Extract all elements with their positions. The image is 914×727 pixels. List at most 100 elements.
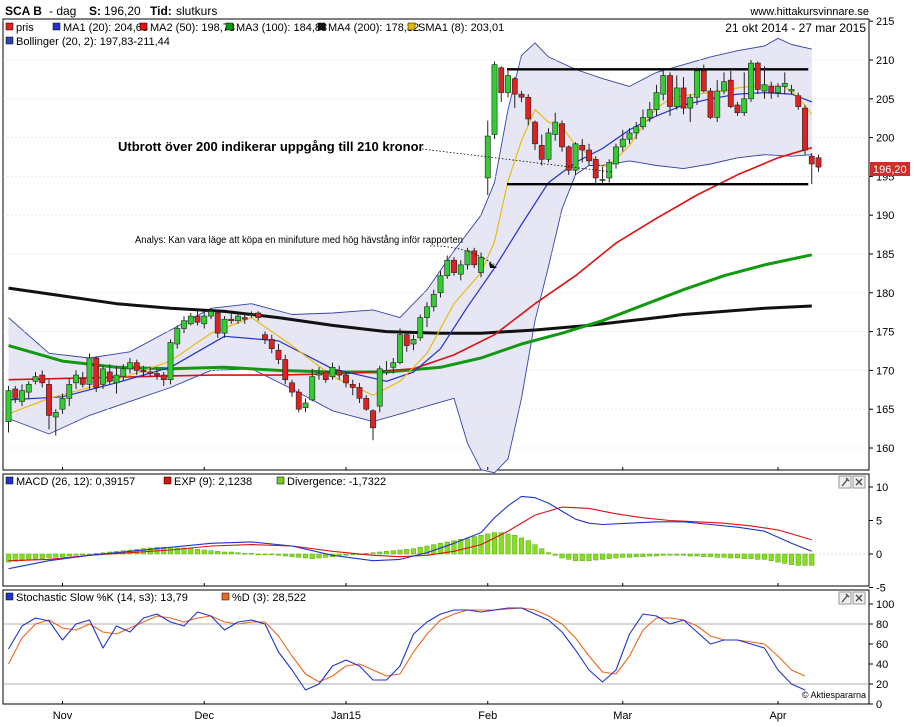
legend-label: MA3 (100): 184,88 bbox=[236, 22, 327, 34]
candle-body bbox=[282, 359, 289, 381]
stoch-y-tick-label: 20 bbox=[876, 679, 888, 691]
candle-body bbox=[262, 334, 268, 340]
candle-body bbox=[781, 82, 788, 87]
stoch-k-line bbox=[8, 607, 806, 691]
stoch-settings-button[interactable] bbox=[838, 591, 852, 605]
legend-swatch bbox=[5, 592, 14, 601]
candle-body bbox=[741, 98, 748, 114]
divergence-bar bbox=[687, 553, 693, 557]
candle-body bbox=[579, 145, 586, 151]
candle-body bbox=[343, 374, 349, 384]
candle-body bbox=[788, 89, 795, 92]
site-label: www.hittakursvinnare.se bbox=[749, 6, 869, 18]
legend-label: pris bbox=[16, 22, 34, 34]
macd-settings-button[interactable] bbox=[838, 475, 852, 489]
ma100-line bbox=[8, 253, 813, 374]
stoch-y-tick-label: 0 bbox=[876, 699, 882, 711]
divergence-bar bbox=[73, 553, 79, 556]
candle-body bbox=[32, 376, 39, 382]
candle-body bbox=[592, 159, 599, 179]
legend-macd: MACD (26, 12): 0,39157 EXP (9): 2,1238 Div… bbox=[5, 476, 386, 488]
candle-body bbox=[93, 357, 100, 388]
divergence-bar bbox=[653, 553, 660, 557]
divergence-bar bbox=[795, 553, 801, 566]
divergence-bar bbox=[59, 553, 66, 557]
stoch-plot bbox=[3, 607, 869, 691]
candle-body bbox=[802, 107, 808, 151]
candle-body bbox=[768, 86, 775, 93]
ticker-label: SCA B bbox=[5, 4, 42, 18]
candle-body bbox=[619, 138, 626, 148]
divergence-bar bbox=[485, 533, 491, 555]
stoch-panel-frame bbox=[2, 589, 870, 705]
divergence-bar bbox=[262, 553, 268, 556]
divergence-bar bbox=[775, 553, 781, 563]
candle-body bbox=[417, 317, 424, 339]
divergence-bar bbox=[444, 541, 450, 555]
candle-body bbox=[160, 374, 167, 381]
candle-body bbox=[181, 320, 187, 329]
divergence-bar bbox=[552, 553, 558, 556]
candle-body bbox=[5, 390, 12, 422]
candle-body bbox=[302, 402, 309, 408]
divergence-bar bbox=[721, 553, 727, 558]
candle-body bbox=[356, 387, 363, 399]
macd-close-button[interactable] bbox=[852, 475, 866, 489]
macd-y-tick-label: 0 bbox=[876, 549, 882, 561]
divergence-bar bbox=[343, 553, 349, 556]
divergence-bar bbox=[518, 537, 525, 555]
candle-body bbox=[761, 84, 768, 92]
divergence-bar bbox=[714, 553, 720, 558]
candle-body bbox=[174, 328, 181, 345]
divergence-bar bbox=[39, 553, 45, 559]
candle-body bbox=[815, 157, 822, 168]
stoch-close-button[interactable] bbox=[852, 591, 866, 605]
legend-label: MACD (26, 12): 0,39157 bbox=[16, 476, 135, 488]
candle-body bbox=[532, 121, 538, 145]
legend-label: MA4 (200): 178,32 bbox=[328, 22, 419, 34]
divergence-bar bbox=[458, 539, 464, 555]
divergence-bar bbox=[275, 553, 282, 556]
candle-body bbox=[120, 368, 127, 377]
candle-body bbox=[491, 64, 498, 135]
divergence-bar bbox=[606, 553, 612, 559]
candle-body bbox=[795, 95, 802, 107]
legend-swatch bbox=[163, 476, 172, 485]
candle-body bbox=[572, 143, 579, 171]
divergence-bar bbox=[80, 553, 86, 556]
candle-body bbox=[383, 370, 390, 373]
last-value: 196,20 bbox=[104, 4, 141, 18]
divergence-bar bbox=[66, 553, 72, 557]
candle-body bbox=[586, 149, 592, 162]
candle-body bbox=[424, 306, 430, 318]
candle-body bbox=[397, 334, 403, 363]
divergence-bar bbox=[410, 548, 417, 555]
candle-body bbox=[46, 384, 52, 416]
candle-body bbox=[559, 123, 565, 148]
divergence-bar bbox=[755, 553, 761, 560]
macd-line bbox=[8, 495, 813, 570]
candle-body bbox=[734, 104, 741, 114]
candle-body bbox=[437, 275, 444, 294]
divergence-bar bbox=[397, 549, 403, 555]
breakout-pointer bbox=[421, 148, 613, 173]
legend-label: MA1 (20): 204,63 bbox=[63, 22, 148, 34]
divergence-bar bbox=[181, 547, 187, 555]
legend-swatch bbox=[225, 22, 234, 31]
divergence-bar bbox=[296, 553, 302, 558]
candle-body bbox=[714, 90, 721, 118]
divergence-bar bbox=[491, 532, 498, 555]
candle-body bbox=[660, 75, 667, 95]
divergence-bar bbox=[525, 540, 531, 555]
divergence-bar bbox=[707, 553, 714, 557]
candle-body bbox=[66, 384, 73, 399]
stoch-y-tick-label: 60 bbox=[876, 639, 888, 651]
candle-body bbox=[552, 121, 559, 135]
candle-body bbox=[390, 362, 397, 368]
divergence-bar bbox=[572, 553, 579, 561]
candle-body bbox=[410, 339, 417, 345]
divergence-bar bbox=[282, 553, 288, 557]
candle-body bbox=[518, 93, 525, 98]
analys-annotation: Analys: Kan vara läge att köpa en minifu… bbox=[135, 234, 463, 246]
